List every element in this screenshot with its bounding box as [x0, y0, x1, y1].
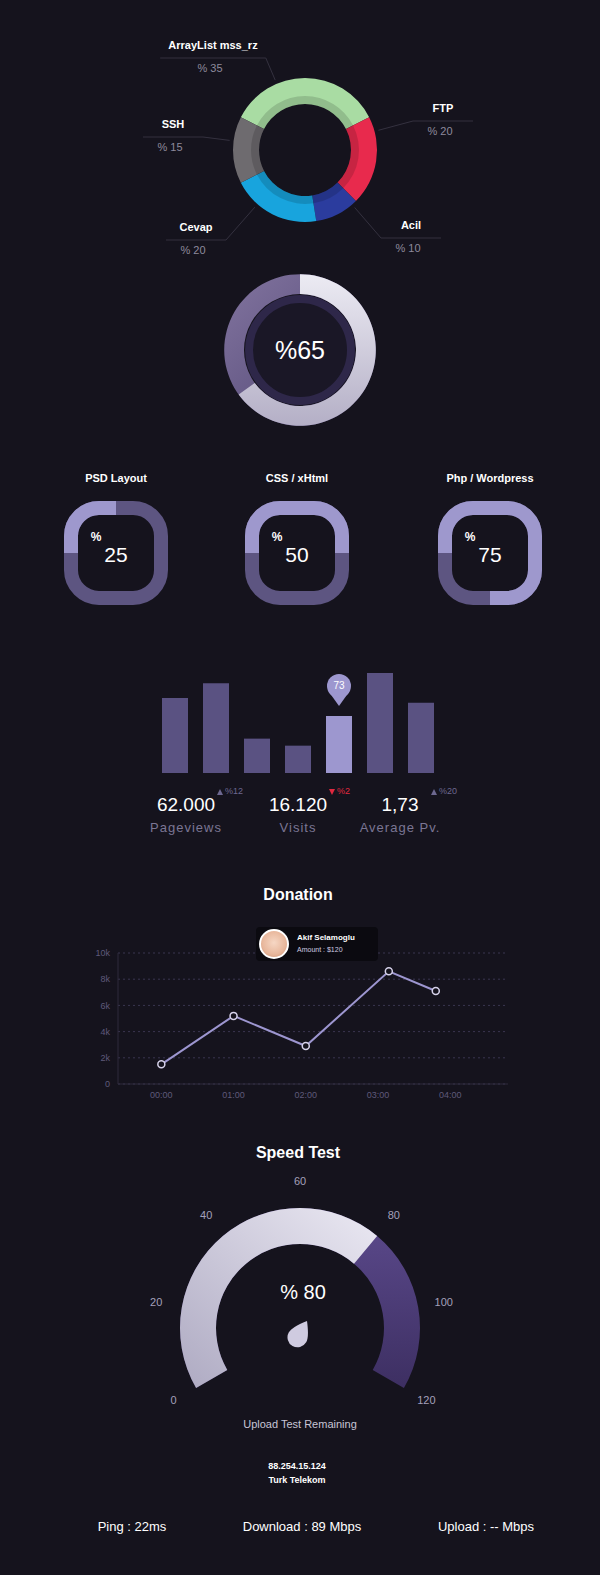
- svg-text:4k: 4k: [100, 1027, 110, 1037]
- svg-text:% 15: % 15: [157, 141, 182, 153]
- svg-text:% 10: % 10: [395, 242, 420, 254]
- html-text:%20: %20: [439, 786, 457, 796]
- html-text:Pageviews: Pageviews: [150, 819, 222, 835]
- html-text:62.000: 62.000: [156, 793, 216, 815]
- html-text:Php / Wordpress: Php / Wordpress: [446, 471, 534, 484]
- html-text:50: 50: [285, 542, 309, 566]
- svg-text:ArrayList mss_rz: ArrayList mss_rz: [168, 39, 258, 51]
- svg-text:Acil: Acil: [401, 219, 421, 231]
- svg-text:% 20: % 20: [180, 244, 205, 256]
- svg-text:80: 80: [388, 1209, 400, 1221]
- html-text:Visits: Visits: [279, 819, 317, 835]
- html-text:Upload : -- Mbps: Upload : -- Mbps: [438, 1518, 534, 1534]
- svg-text:20: 20: [150, 1296, 162, 1308]
- html-text:PSD Layout: PSD Layout: [85, 471, 147, 484]
- html-text:Download : 89 Mbps: Download : 89 Mbps: [242, 1518, 362, 1534]
- html-text:% 80: % 80: [280, 1281, 326, 1303]
- html-text:1,73: 1,73: [381, 793, 419, 815]
- svg-text:0: 0: [170, 1394, 176, 1406]
- html-text:%12: %12: [225, 786, 243, 796]
- html-text:Speed Test: Speed Test: [255, 1144, 341, 1161]
- svg-text:00:00: 00:00: [150, 1090, 173, 1100]
- html-text:Ping : 22ms: Ping : 22ms: [97, 1518, 167, 1534]
- html-text:Akif Selamoglu: Akif Selamoglu: [297, 933, 355, 942]
- html-text:%2: %2: [337, 786, 350, 796]
- svg-text:FTP: FTP: [433, 102, 454, 114]
- svg-text:8k: 8k: [100, 974, 110, 984]
- svg-text:2k: 2k: [100, 1053, 110, 1063]
- svg-text:% 20: % 20: [427, 125, 452, 137]
- html-text:Average Pv.: Average Pv.: [359, 819, 441, 835]
- html-text:%65: %65: [275, 335, 325, 364]
- svg-text:Cevap: Cevap: [179, 221, 212, 233]
- svg-text:02:00: 02:00: [295, 1090, 318, 1100]
- svg-text:SSH: SSH: [162, 118, 185, 130]
- html-text:Donation: Donation: [263, 886, 333, 903]
- html-text:Turk Telekom: Turk Telekom: [268, 1474, 326, 1485]
- html-text:75: 75: [478, 542, 502, 566]
- svg-text:120: 120: [417, 1394, 435, 1406]
- svg-text:01:00: 01:00: [222, 1090, 245, 1100]
- html-text:16.120: 16.120: [268, 793, 328, 815]
- svg-text:40: 40: [200, 1209, 212, 1221]
- svg-text:10k: 10k: [95, 948, 110, 958]
- html-text:Amount : $120: Amount : $120: [297, 946, 343, 953]
- html-text:88.254.15.124: 88.254.15.124: [268, 1460, 326, 1471]
- html-text:25: 25: [104, 542, 128, 566]
- svg-text:60: 60: [294, 1175, 306, 1187]
- svg-text:100: 100: [435, 1296, 453, 1308]
- svg-text:6k: 6k: [100, 1001, 110, 1011]
- svg-text:% 35: % 35: [197, 62, 222, 74]
- html-text:CSS / xHtml: CSS / xHtml: [265, 471, 329, 484]
- html-text:Upload Test Remaining: Upload Test Remaining: [243, 1417, 357, 1430]
- svg-text:73: 73: [333, 680, 345, 691]
- svg-text:04:00: 04:00: [439, 1090, 462, 1100]
- svg-text:03:00: 03:00: [367, 1090, 390, 1100]
- svg-text:0: 0: [105, 1079, 110, 1089]
